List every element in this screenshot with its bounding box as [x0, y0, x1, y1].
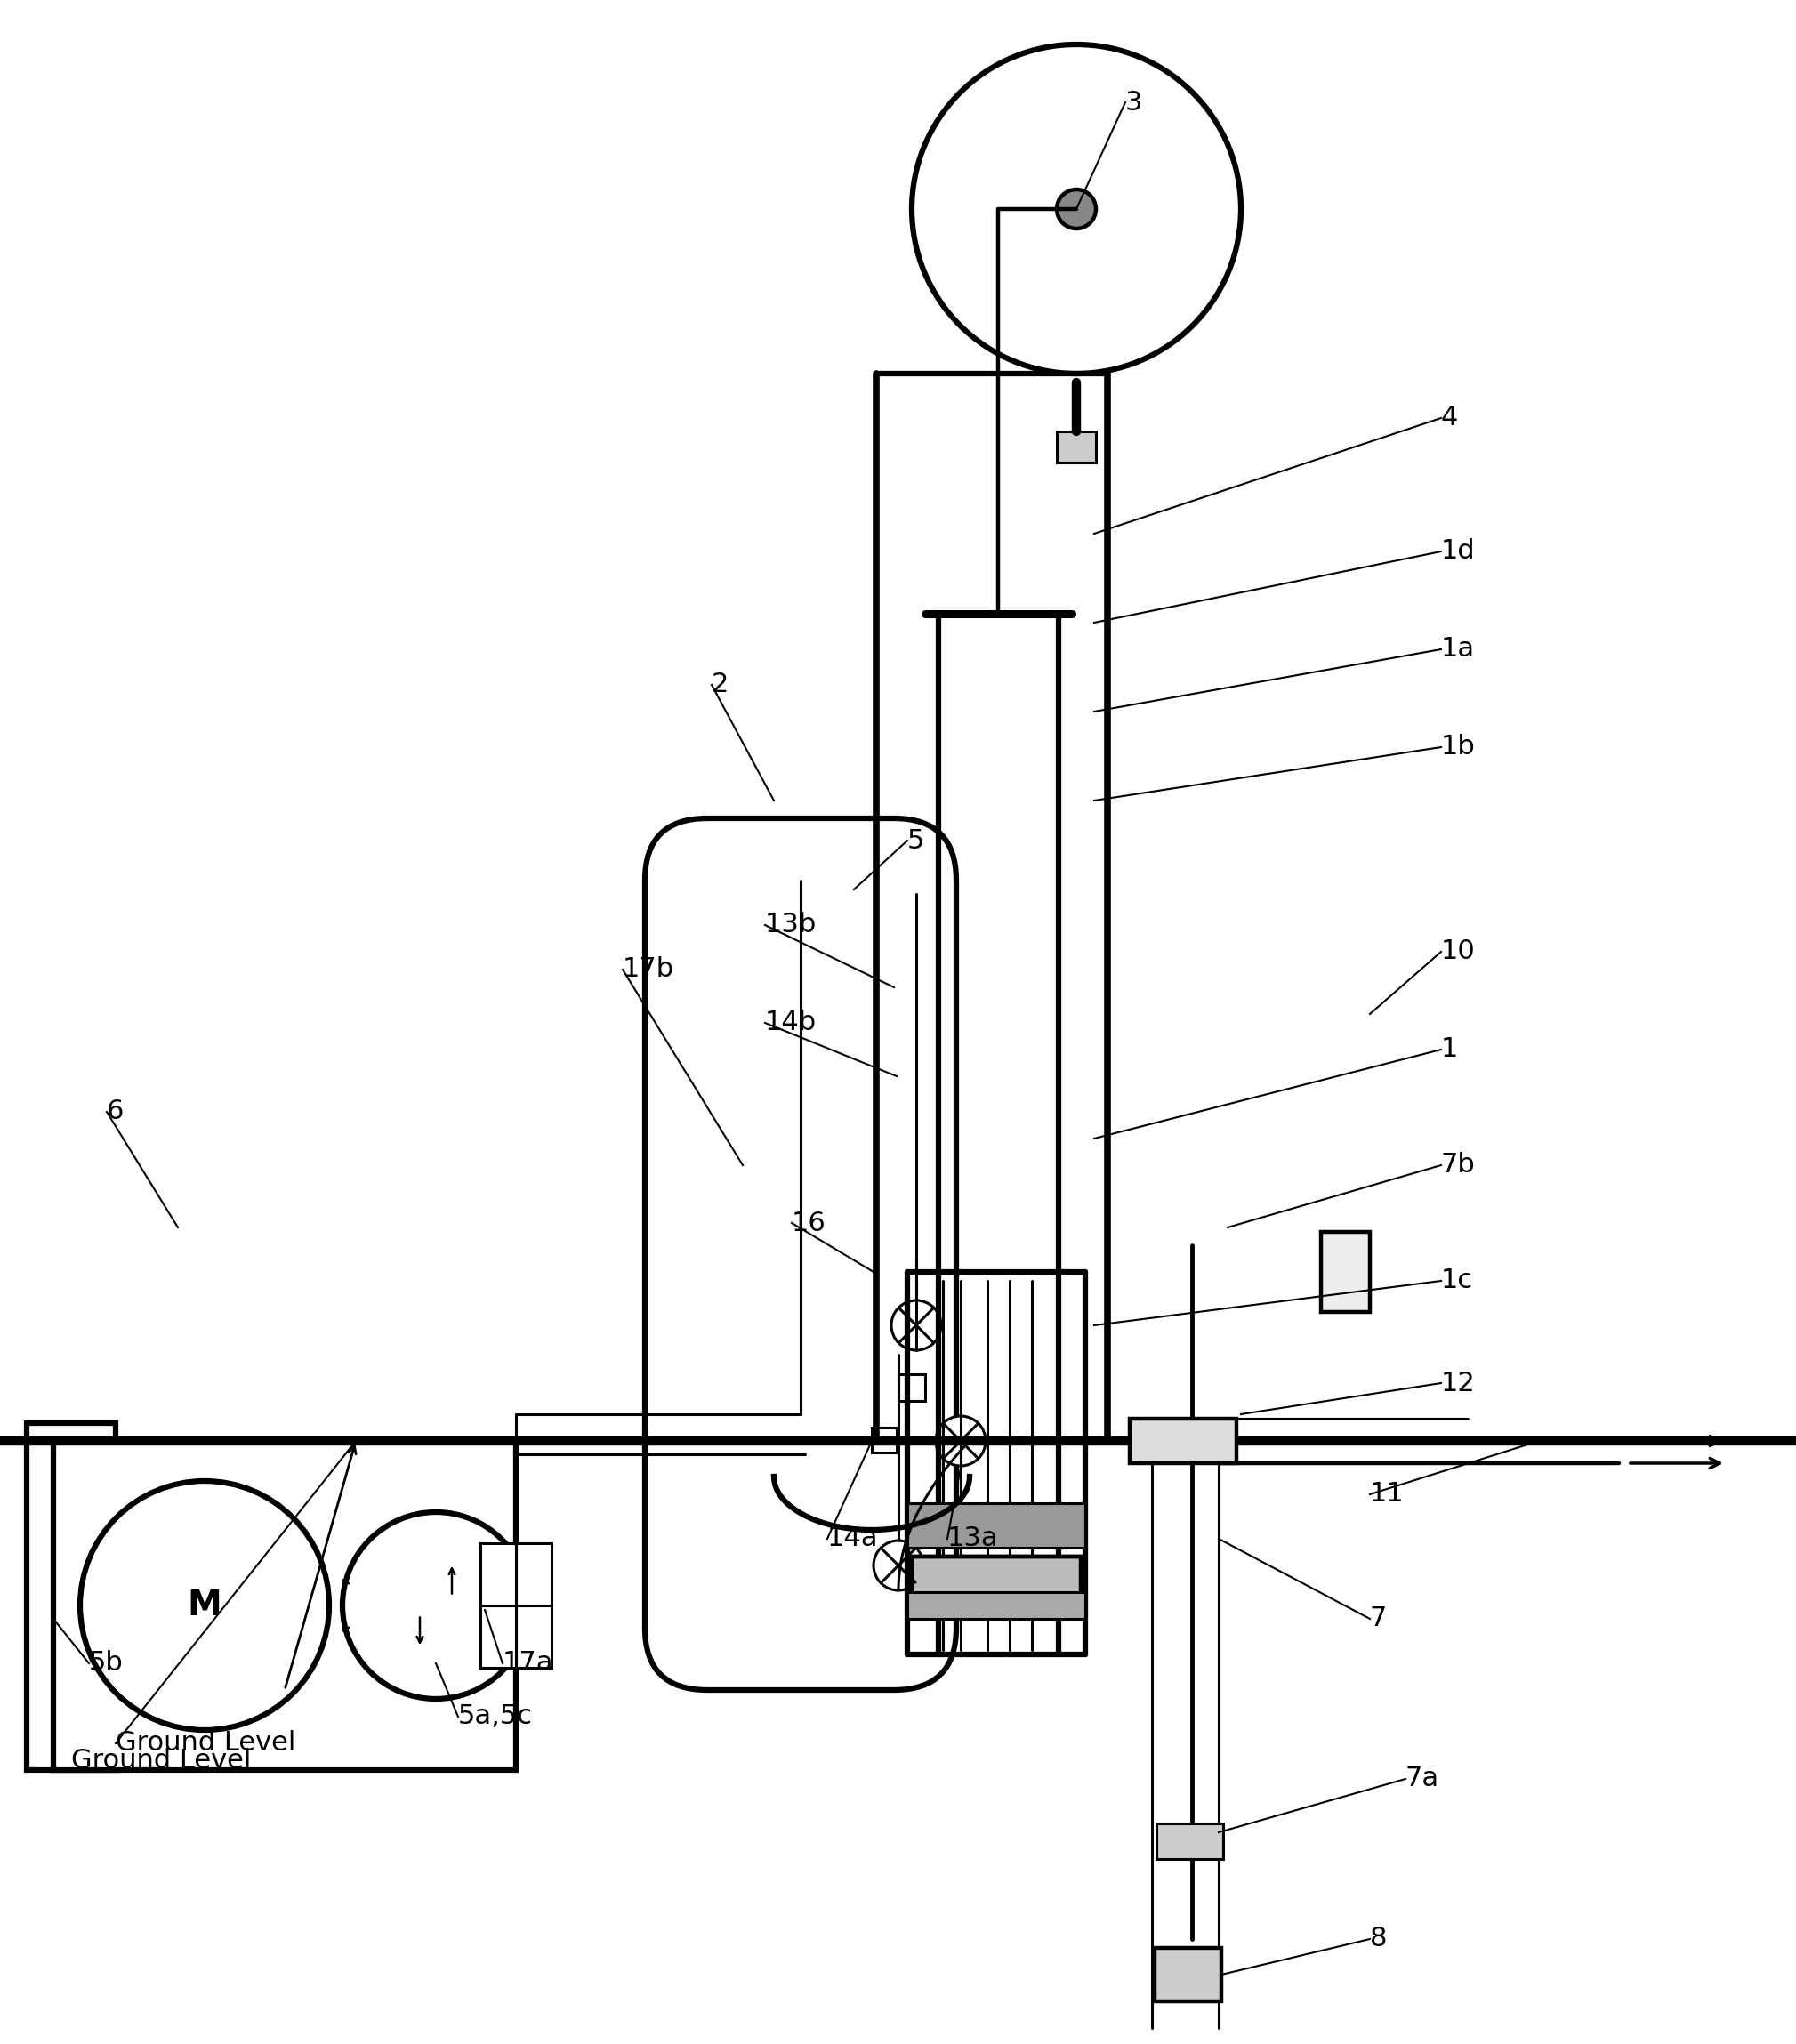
Text: 5b: 5b [90, 1650, 124, 1676]
Text: 5: 5 [907, 828, 925, 854]
Text: 13a: 13a [946, 1527, 999, 1551]
Bar [898, 1374, 925, 1400]
Circle shape [343, 1513, 530, 1699]
Circle shape [891, 1300, 941, 1351]
Text: 10: 10 [1440, 938, 1476, 965]
Text: 1c: 1c [1440, 1267, 1473, 1294]
Circle shape [1056, 190, 1096, 229]
Bar [907, 1502, 1085, 1547]
Text: 1b: 1b [1440, 734, 1476, 760]
Text: M: M [187, 1588, 223, 1623]
Bar [907, 1592, 1085, 1619]
Text: 7: 7 [1370, 1607, 1387, 1631]
Text: 6: 6 [106, 1100, 124, 1124]
Text: 1a: 1a [1440, 636, 1475, 662]
FancyBboxPatch shape [645, 818, 955, 1690]
Text: Ground Level: Ground Level [115, 1731, 296, 1756]
Text: 16: 16 [792, 1210, 826, 1237]
Bar [1155, 1948, 1221, 2001]
Text: 7b: 7b [1440, 1153, 1476, 1177]
Text: 3: 3 [1126, 90, 1142, 114]
Text: 14b: 14b [765, 1010, 817, 1036]
Text: 12: 12 [1440, 1369, 1476, 1396]
Text: 11: 11 [1370, 1482, 1404, 1506]
Bar [27, 1423, 115, 1770]
Bar [912, 1558, 1081, 1605]
Text: 17b: 17b [623, 957, 674, 983]
Text: 14a: 14a [828, 1527, 878, 1551]
Bar [480, 1543, 551, 1668]
Text: 8: 8 [1370, 1925, 1387, 1952]
Bar [1056, 431, 1096, 462]
Text: 5a,5c: 5a,5c [458, 1705, 533, 1729]
Bar [1322, 1233, 1370, 1312]
Bar [54, 1441, 515, 1770]
Text: 1d: 1d [1440, 538, 1476, 564]
Circle shape [912, 45, 1241, 374]
Text: 7a: 7a [1406, 1766, 1439, 1793]
Text: 4: 4 [1440, 405, 1458, 431]
Text: Ground Level: Ground Level [72, 1748, 251, 1774]
Circle shape [936, 1416, 986, 1466]
Bar [1130, 1419, 1236, 1464]
Text: 1: 1 [1440, 1036, 1458, 1063]
Text: 17a: 17a [503, 1650, 553, 1676]
Bar [871, 1427, 896, 1453]
Circle shape [81, 1482, 329, 1729]
Text: 13b: 13b [765, 912, 817, 938]
Text: 2: 2 [711, 672, 729, 697]
Bar [1157, 1823, 1223, 1858]
Circle shape [873, 1541, 923, 1590]
